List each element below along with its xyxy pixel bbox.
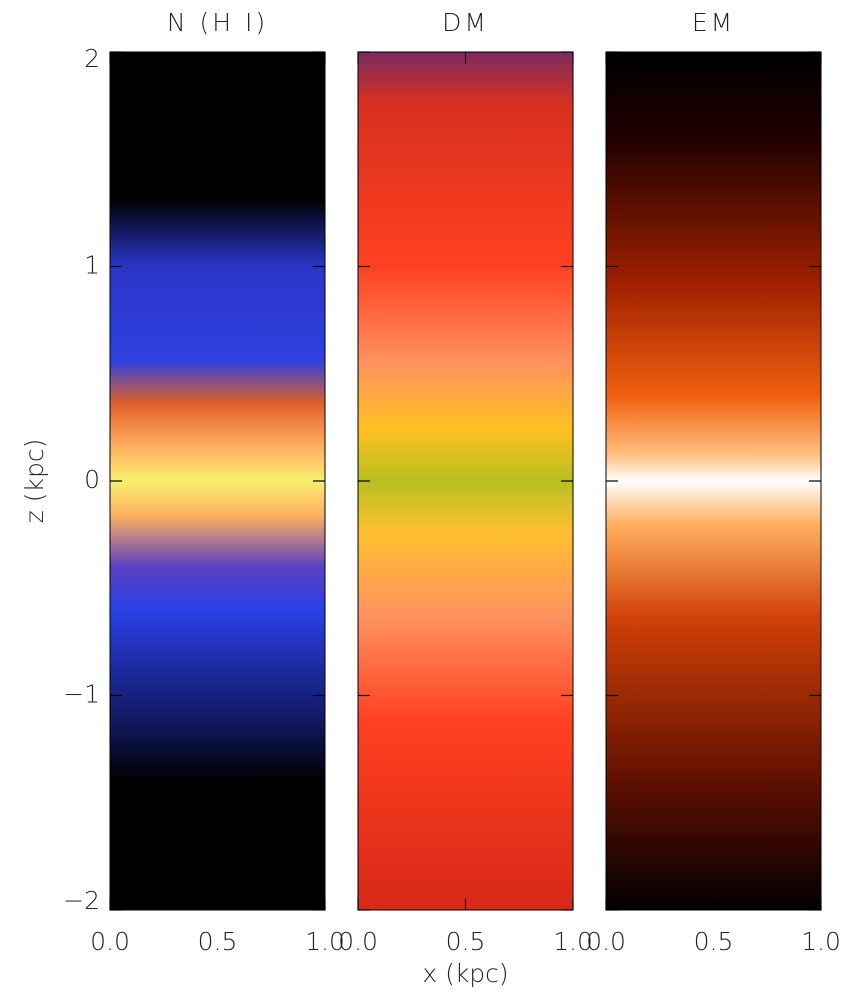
- x-tick-label: 0.5: [198, 927, 238, 956]
- x-tick-label: 1.0: [801, 927, 841, 956]
- x-tick-label: 0.0: [338, 927, 378, 956]
- y-tick-label: −1: [63, 680, 100, 709]
- x-tick-label: 1.0: [553, 927, 593, 956]
- x-tick-label: 0.0: [90, 927, 130, 956]
- panel-title: N (H I): [167, 8, 268, 37]
- x-tick-label: 0.5: [694, 927, 734, 956]
- panel-title: DM: [442, 8, 489, 37]
- y-tick-label: 0: [84, 465, 100, 494]
- y-axis-label: z (kpc): [20, 439, 49, 524]
- x-tick-label: 0.0: [586, 927, 626, 956]
- image-panel: [110, 52, 325, 910]
- panel-title: EM: [692, 8, 735, 37]
- image-panel: [358, 52, 573, 910]
- image-panel: [606, 52, 821, 910]
- y-tick-label: 1: [84, 251, 100, 280]
- y-tick-label: 2: [84, 44, 100, 73]
- y-tick-label: −2: [63, 886, 100, 915]
- x-tick-label: 1.0: [305, 927, 345, 956]
- x-axis-label: x (kpc): [422, 959, 508, 988]
- x-tick-label: 0.5: [446, 927, 486, 956]
